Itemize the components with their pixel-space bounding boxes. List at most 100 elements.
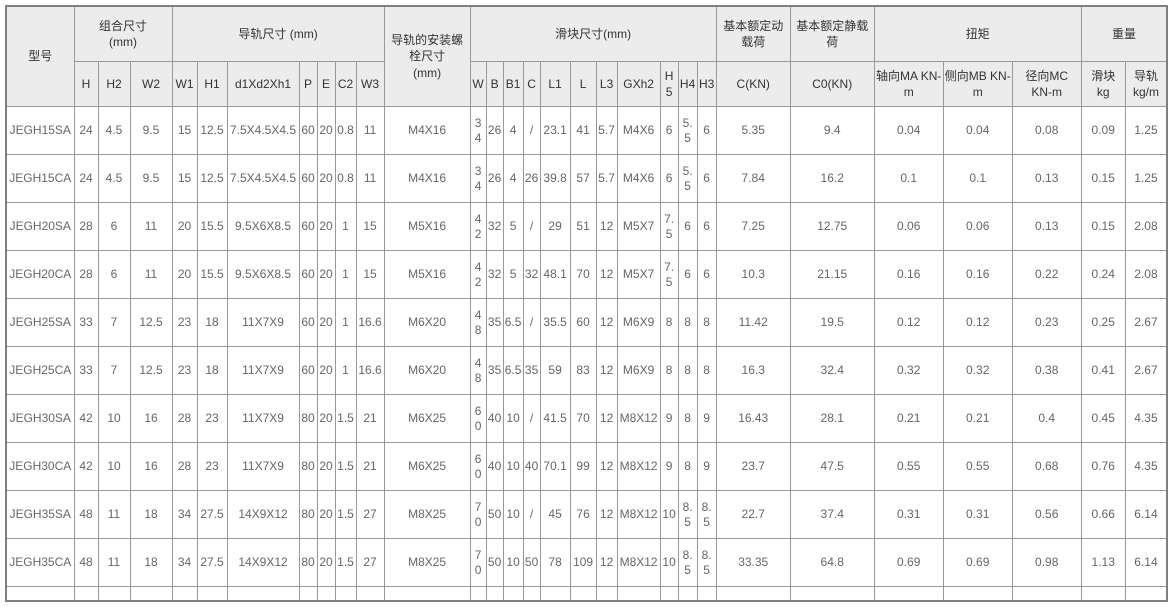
value-cell: 7.5 — [659, 202, 679, 251]
value-cell: 9.5 — [129, 106, 173, 155]
value-cell: 5 — [502, 250, 524, 299]
value-cell: 0.32 — [942, 346, 1013, 395]
value-cell: 6.14 — [1124, 490, 1168, 539]
value-cell: 7.5X4.5X4.5 — [226, 154, 300, 203]
table-row: JEGH25SA 33 7 12.5 23 18 11X7X9 60 20 1 16.6 M6X20 4… — [5, 298, 1168, 347]
model-cell: JEGH35CA — [5, 538, 75, 587]
value-cell: 48.1 — [539, 250, 571, 299]
value-cell: 0.31 — [942, 490, 1013, 539]
value-cell: 18 — [196, 346, 228, 395]
value-cell: 11 — [97, 538, 131, 587]
value-cell: 20 — [316, 442, 336, 491]
value-cell: 12.5 — [129, 298, 173, 347]
value-cell: 11X7X9 — [226, 394, 300, 443]
value-cell: 16.2 — [789, 154, 875, 203]
value-cell: 0.69 — [873, 538, 944, 587]
value-cell: 60 — [298, 202, 318, 251]
value-cell: 0.56 — [1011, 490, 1082, 539]
value-cell: M5X7 — [616, 250, 661, 299]
value-cell: 0.21 — [942, 394, 1013, 443]
value-cell: M8X25 — [383, 490, 471, 539]
value-cell: 23 — [171, 346, 198, 395]
col-header-h4: H4 — [677, 61, 698, 107]
value-cell: 10 — [502, 442, 524, 491]
table-body: JEGH15SA 24 4.5 9.5 15 12.5 7.5X4.5X4.5 60 20 0.8… — [5, 106, 1168, 602]
value-cell: 10 — [502, 538, 524, 587]
value-cell: 7 — [97, 298, 131, 347]
value-cell: 5.5 — [677, 106, 698, 155]
value-cell: 80 — [298, 538, 318, 587]
col-header-torque-ma: 轴向MA KN-m — [873, 61, 944, 107]
value-cell: / — [522, 106, 541, 155]
value-cell: 16 — [129, 442, 173, 491]
col-header-gxh2: GXh2 — [616, 61, 661, 107]
value-cell: 0.69 — [942, 538, 1013, 587]
value-cell: 18 — [129, 538, 173, 587]
value-cell: 12.5 — [196, 154, 228, 203]
value-cell: 5.7 — [595, 154, 618, 203]
value-cell: 6 — [97, 202, 131, 251]
value-cell: 15.5 — [196, 250, 228, 299]
empty-cell — [73, 586, 99, 602]
model-cell: JEGH30CA — [5, 442, 75, 491]
value-cell: 70 — [569, 250, 597, 299]
value-cell: 28 — [73, 250, 99, 299]
value-cell: 14X9X12 — [226, 490, 300, 539]
value-cell: 28 — [171, 394, 198, 443]
value-cell: 0.04 — [942, 106, 1013, 155]
sub-header-row: H H2 W2 W1 H1 d1Xd2Xh1 P E C2 W3 W B B1 … — [6, 61, 1168, 107]
value-cell: 57 — [569, 154, 597, 203]
empty-cell — [522, 586, 541, 602]
value-cell: 8.5 — [696, 538, 717, 587]
col-header-h3: H3 — [696, 61, 717, 107]
empty-cell — [171, 586, 198, 602]
value-cell: 28.1 — [789, 394, 875, 443]
value-cell: / — [522, 298, 541, 347]
col-header-ckn: C(KN) — [715, 61, 791, 107]
value-cell: 11 — [129, 202, 173, 251]
value-cell: M8X12 — [616, 394, 661, 443]
table-row: JEGH35CA 48 11 18 34 27.5 14X9X12 80 20 1.5 27 M8X2… — [5, 538, 1168, 587]
value-cell: 70 — [569, 394, 597, 443]
value-cell: 7.5X4.5X4.5 — [226, 106, 300, 155]
value-cell: 6 — [659, 106, 679, 155]
empty-cell — [569, 586, 597, 602]
value-cell: 26 — [485, 154, 504, 203]
value-cell: 27 — [355, 538, 385, 587]
col-header-rail-bolt: 导轨的安装螺栓尺寸 (mm) — [383, 5, 471, 107]
value-cell: 14X9X12 — [226, 538, 300, 587]
value-cell: M8X12 — [616, 490, 661, 539]
value-cell: M6X9 — [616, 346, 661, 395]
value-cell: 27.5 — [196, 490, 228, 539]
value-cell: 9 — [696, 394, 717, 443]
value-cell: 0.31 — [873, 490, 944, 539]
model-cell: JEGH35SA — [5, 490, 75, 539]
value-cell: 7.84 — [715, 154, 791, 203]
value-cell: 6.5 — [502, 298, 524, 347]
value-cell: 10 — [97, 394, 131, 443]
col-header-b: B — [485, 61, 504, 107]
empty-cell — [715, 586, 791, 602]
value-cell: 8 — [677, 298, 698, 347]
value-cell: 8 — [659, 298, 679, 347]
value-cell: 0.21 — [873, 394, 944, 443]
value-cell: 32.4 — [789, 346, 875, 395]
value-cell: 0.23 — [1011, 298, 1082, 347]
value-cell: 12 — [595, 394, 618, 443]
value-cell: 11X7X9 — [226, 442, 300, 491]
empty-cell — [1011, 586, 1082, 602]
value-cell: 8 — [696, 346, 717, 395]
empty-cell — [1080, 586, 1126, 602]
value-cell: 1.25 — [1124, 154, 1168, 203]
empty-cell — [942, 586, 1013, 602]
value-cell: 15.5 — [196, 202, 228, 251]
value-cell: 70 — [469, 490, 487, 539]
value-cell: 0.66 — [1080, 490, 1126, 539]
value-cell: M5X16 — [383, 250, 471, 299]
value-cell: M8X12 — [616, 442, 661, 491]
value-cell: 1.5 — [334, 490, 357, 539]
model-cell: JEGH25CA — [5, 346, 75, 395]
empty-cell — [383, 586, 471, 602]
value-cell: 60 — [569, 298, 597, 347]
value-cell: 28 — [73, 202, 99, 251]
